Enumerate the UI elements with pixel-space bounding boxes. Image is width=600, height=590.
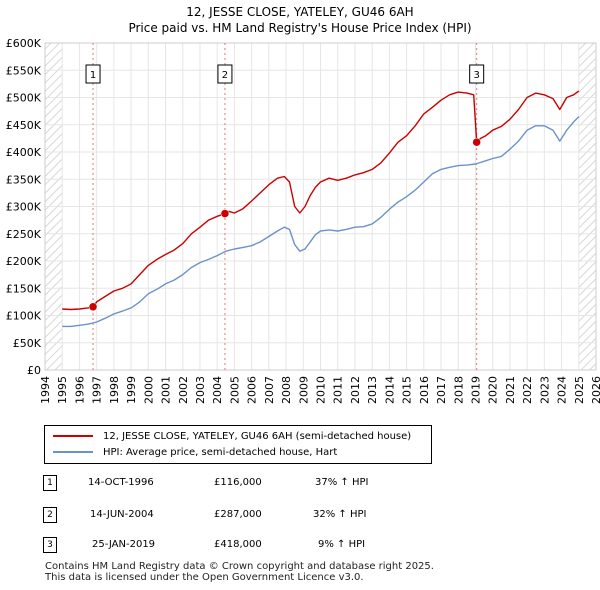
footer-copyright: Contains HM Land Registry data © Crown c… (45, 561, 434, 572)
x-tick-label: 2026 (590, 376, 600, 404)
x-tick-label: 2008 (280, 376, 293, 404)
sale-number: 3 (43, 537, 57, 553)
x-tick-label: 2015 (401, 376, 414, 404)
y-tick-label: £500K (6, 92, 42, 105)
y-tick-label: £50K (13, 337, 42, 350)
legend-item-property: 12, JESSE CLOSE, YATELEY, GU46 6AH (semi… (53, 430, 411, 444)
legend-label-property: 12, JESSE CLOSE, YATELEY, GU46 6AH (semi… (103, 431, 412, 442)
x-tick-label: 2010 (315, 376, 328, 404)
legend-label-hpi: HPI: Average price, semi-detached house,… (103, 447, 338, 458)
sale-label-box (469, 64, 485, 84)
series-line-property (62, 90, 580, 311)
y-tick-label: £0 (27, 364, 41, 377)
sale-point (220, 209, 230, 218)
y-tick-label: £450K (6, 119, 42, 132)
x-tick-label: 2001 (160, 376, 173, 404)
sale-price: £287,000 (214, 509, 262, 520)
sale-point (88, 302, 98, 312)
y-tick-label: £400K (6, 146, 42, 159)
chart-title: 12, JESSE CLOSE, YATELEY, GU46 6AH (186, 5, 414, 19)
y-tick-label: £100K (6, 310, 42, 323)
y-tick-label: £200K (6, 255, 42, 268)
x-tick-label: 2019 (469, 376, 482, 404)
sale-number: 2 (43, 507, 57, 523)
footer-licence: This data is licensed under the Open Gov… (45, 572, 364, 583)
x-tick-label: 2011 (332, 376, 345, 404)
x-tick-label: 2016 (418, 376, 431, 404)
sale-label-box (217, 64, 233, 84)
footer: Contains HM Land Registry data © Crown c… (45, 561, 434, 583)
sale-label-number: 2 (222, 70, 228, 81)
sale-date: 14-OCT-1996 (88, 477, 154, 488)
y-tick-label: £300K (6, 201, 42, 214)
sale-hpi-change: 9% ↑ HPI (318, 539, 366, 550)
sale-date: 25-JAN-2019 (92, 539, 156, 550)
x-tick-label: 2009 (297, 376, 310, 404)
sale-point (472, 137, 481, 147)
price-chart: £0 £50K £100K £150K £200K £250K £300K £350K £400… (6, 37, 600, 404)
x-tick-label: 2013 (366, 376, 379, 404)
x-tick-label: 1995 (56, 376, 69, 404)
y-tick-label: £350K (6, 173, 42, 186)
x-tick-label: 2025 (573, 376, 586, 404)
legend-swatch-property (53, 435, 93, 437)
sale-label-box (85, 64, 101, 84)
chart-subtitle: Price paid vs. HM Land Registry's House … (128, 21, 472, 35)
x-tick-label: 2000 (142, 376, 155, 404)
x-tick-label: 2020 (487, 376, 500, 404)
sale-row: 2 14-JUN-2004 £287,000 32% ↑ HPI (0, 507, 600, 525)
x-tick-label: 1998 (108, 376, 121, 404)
sale-hpi-change: 37% ↑ HPI (315, 477, 369, 488)
series-line-hpi (62, 116, 580, 328)
x-tick-label: 2024 (556, 376, 569, 404)
y-tick-label: £250K (6, 228, 42, 241)
sale-price: £418,000 (214, 539, 262, 550)
x-tick-label: 2021 (504, 376, 517, 404)
y-tick-label: £550K (6, 64, 42, 77)
x-tick-label: 2004 (211, 376, 224, 404)
sale-label-number: 1 (90, 70, 96, 81)
legend: 12, JESSE CLOSE, YATELEY, GU46 6AH (semi… (44, 425, 432, 464)
x-tick-label: 2022 (521, 376, 534, 404)
x-tick-label: 1997 (91, 376, 104, 404)
x-tick-label: 2002 (177, 376, 190, 404)
sale-date: 14-JUN-2004 (90, 509, 154, 520)
sale-price: £116,000 (214, 477, 262, 488)
legend-item-hpi: HPI: Average price, semi-detached house,… (53, 446, 337, 460)
x-tick-label: 1999 (125, 376, 138, 404)
y-tick-label: £600K (6, 37, 42, 50)
sale-number: 1 (43, 475, 57, 491)
sale-row: 3 25-JAN-2019 £418,000 9% ↑ HPI (0, 537, 600, 555)
x-tick-label: 2006 (246, 376, 259, 404)
sale-hpi-change: 32% ↑ HPI (313, 509, 367, 520)
y-tick-label: £150K (6, 282, 42, 295)
x-tick-label: 2003 (194, 376, 207, 404)
x-tick-label: 1994 (39, 376, 52, 404)
x-tick-label: 2007 (263, 376, 276, 404)
sale-label-number: 3 (473, 70, 479, 81)
x-tick-label: 2005 (228, 376, 241, 404)
legend-swatch-hpi (53, 451, 93, 453)
x-tick-label: 2023 (538, 376, 551, 404)
x-tick-label: 2017 (435, 376, 448, 404)
x-tick-label: 2018 (452, 376, 465, 404)
sale-row: 1 14-OCT-1996 £116,000 37% ↑ HPI (0, 475, 600, 493)
plot-frame (44, 42, 597, 371)
x-tick-label: 2012 (349, 376, 362, 404)
x-tick-label: 1996 (73, 376, 86, 404)
x-tick-label: 2014 (383, 376, 396, 404)
